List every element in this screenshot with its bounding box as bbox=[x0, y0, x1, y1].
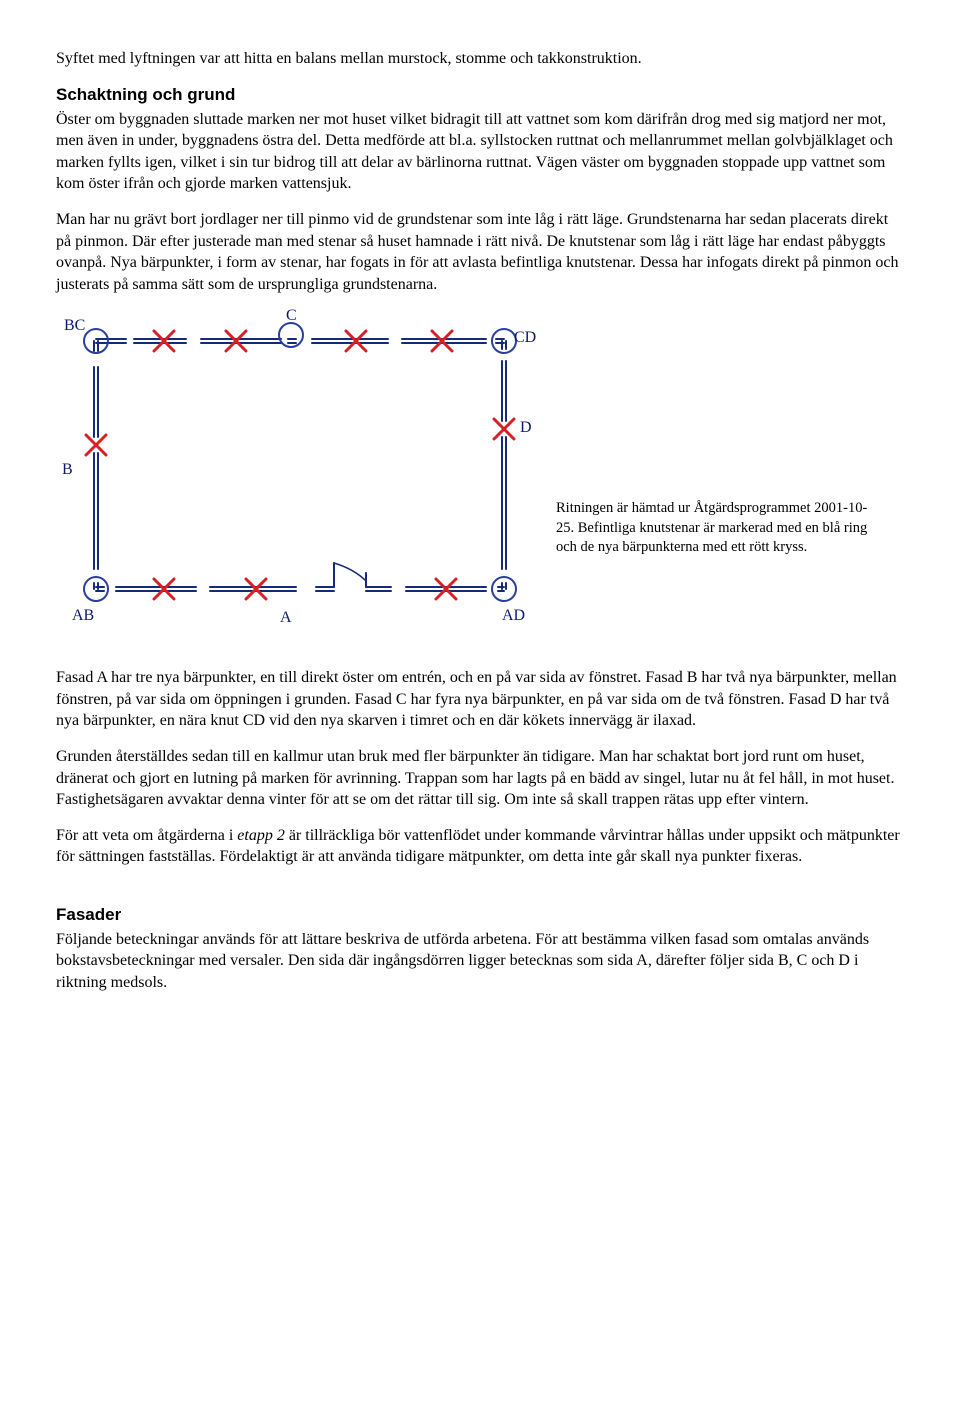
label-CD: CD bbox=[514, 327, 536, 349]
label-BC: BC bbox=[64, 315, 85, 337]
label-A: A bbox=[280, 607, 292, 629]
diagram-svg bbox=[56, 309, 546, 629]
heading-fasader: Fasader bbox=[56, 904, 904, 927]
paragraph-schakt-2: Man har nu grävt bort jordlager ner till… bbox=[56, 209, 904, 295]
heading-schaktning: Schaktning och grund bbox=[56, 84, 904, 107]
label-C: C bbox=[286, 305, 297, 327]
paragraph-etapp2: För att veta om åtgärderna i etapp 2 är … bbox=[56, 825, 904, 868]
paragraph-grund-restore: Grunden återställdes sedan till en kallm… bbox=[56, 746, 904, 811]
label-AB: AB bbox=[72, 605, 94, 627]
label-D: D bbox=[520, 417, 532, 439]
paragraph-fasader: Följande beteckningar används för att lä… bbox=[56, 929, 904, 994]
paragraph-schakt-1: Öster om byggnaden sluttade marken ner m… bbox=[56, 109, 904, 195]
diagram-caption: Ritningen är hämtad ur Åtgärdsprogrammet… bbox=[556, 499, 876, 558]
paragraph-intro: Syftet med lyftningen var att hitta en b… bbox=[56, 48, 904, 70]
text-before-italic: För att veta om åtgärderna i bbox=[56, 827, 237, 844]
foundation-diagram: BC C CD B D AB A AD Ritningen är hämtad … bbox=[56, 309, 904, 639]
paragraph-fasad-details: Fasad A har tre nya bärpunkter, en till … bbox=[56, 667, 904, 732]
text-etapp2-italic: etapp 2 bbox=[237, 827, 285, 844]
label-B: B bbox=[62, 459, 73, 481]
label-AD: AD bbox=[502, 605, 525, 627]
